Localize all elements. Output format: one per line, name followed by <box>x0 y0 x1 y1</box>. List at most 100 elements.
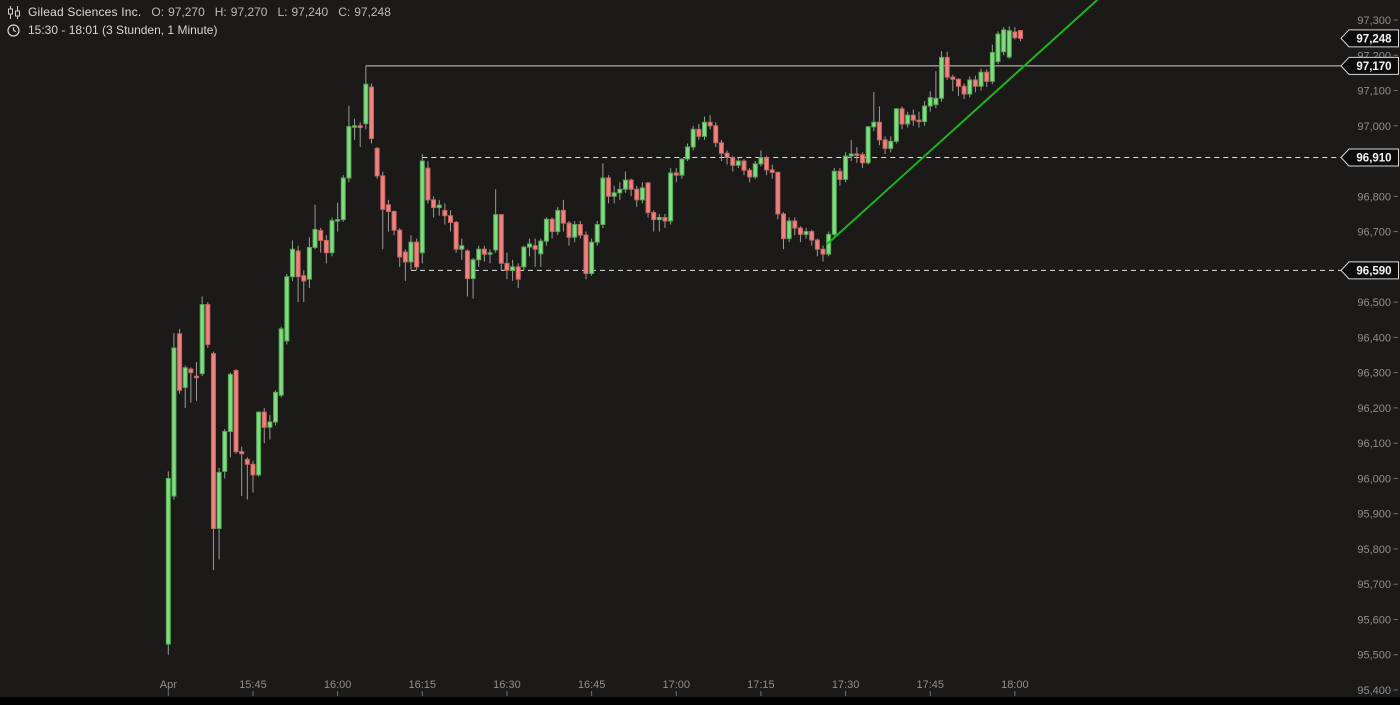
legend-symbol-row: Gilead Sciences Inc. O: 97,270 H: 97,270 L… <box>7 4 391 20</box>
open-label: O: <box>151 5 165 19</box>
candle-body <box>617 188 623 194</box>
candle-body <box>222 431 228 472</box>
candle-body <box>972 79 978 87</box>
candle-body <box>843 155 849 180</box>
candle-body <box>747 169 753 178</box>
candle-body <box>385 204 391 212</box>
candle-body <box>611 192 617 197</box>
candle-body <box>910 114 916 121</box>
candle-body <box>487 252 493 255</box>
candle-body <box>696 128 702 137</box>
candle-body <box>374 147 380 177</box>
trend-line[interactable] <box>826 0 1098 246</box>
candle-body <box>493 214 499 251</box>
price-tag-level[interactable]: 96,910 <box>1340 148 1399 167</box>
candle-body <box>188 368 194 374</box>
candle-body <box>210 353 216 529</box>
price-tag-shape <box>1340 56 1399 75</box>
candle-body <box>1018 30 1024 39</box>
legend-timeframe-row: 15:30 - 18:01 (3 Stunden, 1 Minute) <box>7 22 391 38</box>
high-value: 97,270 <box>230 5 268 19</box>
candle-body <box>273 391 279 423</box>
candle-body <box>572 224 578 238</box>
candle-body <box>645 182 651 214</box>
time-axis-label: 15:45 <box>239 679 267 691</box>
candle-body <box>651 212 657 221</box>
candle-body <box>216 471 222 529</box>
candle-body <box>301 275 307 282</box>
candle-body <box>464 250 470 279</box>
candle-body <box>284 276 290 342</box>
price-tag-value: 97,170 <box>1356 61 1391 73</box>
price-tag-level[interactable]: 97,170 <box>1340 56 1399 75</box>
candle-body <box>256 411 262 476</box>
candle-body <box>527 243 533 248</box>
candle-body <box>357 125 363 129</box>
candle-body <box>786 220 792 240</box>
candle-body <box>566 222 572 238</box>
candle-body <box>922 105 928 123</box>
candle-body <box>995 33 1001 63</box>
candle-body <box>436 204 442 209</box>
time-axis[interactable]: Apr 15:45 16:00 16:15 16:30 16:45 17:00 17:15 17… <box>160 679 1029 696</box>
candle-body <box>261 411 267 428</box>
candle-body <box>289 248 295 278</box>
candle-body <box>933 97 939 106</box>
candlestick-series[interactable] <box>165 26 1024 655</box>
candle-body <box>510 266 516 271</box>
time-axis-label: 16:00 <box>324 679 352 691</box>
candle-body <box>521 246 527 268</box>
symbol-name[interactable]: Gilead Sciences Inc. <box>28 5 142 19</box>
candle-body <box>323 239 329 254</box>
candle-body <box>306 246 312 280</box>
candle-body <box>854 153 860 156</box>
candle-body <box>690 128 696 148</box>
candle-body <box>515 266 521 280</box>
candle-body <box>882 139 888 149</box>
timeframe-label[interactable]: 15:30 - 18:01 (3 Stunden, 1 Minute) <box>28 23 218 37</box>
candle-body <box>724 152 730 159</box>
price-axis-label: 96,500 <box>1357 297 1391 309</box>
candle-body <box>780 213 786 240</box>
candle-body <box>606 177 612 197</box>
candle-body <box>639 187 645 201</box>
price-axis[interactable]: 97,30097,20097,10097,00096,90096,80096,7… <box>1357 15 1398 697</box>
price-tag-value: 96,590 <box>1356 265 1391 277</box>
candle-body <box>177 333 183 391</box>
price-tag-level[interactable]: 96,590 <box>1340 261 1399 280</box>
price-tag-value: 96,910 <box>1356 153 1391 165</box>
candle-body <box>397 229 403 258</box>
candle-body <box>955 78 961 87</box>
candle-body <box>820 248 826 255</box>
candle-body <box>871 121 877 128</box>
candle-body <box>1006 30 1012 58</box>
price-axis-label: 95,400 <box>1357 685 1391 697</box>
candle-body <box>543 218 549 242</box>
candle-body <box>634 188 640 201</box>
candle-body <box>476 248 482 261</box>
candle-body <box>831 170 837 235</box>
candle-body <box>577 224 583 236</box>
level-lines <box>365 65 1345 271</box>
candle-body <box>329 220 335 254</box>
candle-body <box>425 167 431 201</box>
candle-body <box>194 375 200 379</box>
candle-body <box>809 231 815 241</box>
price-tag-last-price[interactable]: 97,248 <box>1340 29 1399 48</box>
candle-body <box>673 172 679 176</box>
open-value: 97,270 <box>168 5 205 19</box>
close-value: 97,248 <box>354 5 391 19</box>
candle-body <box>735 160 741 166</box>
price-tags: 97,248 97,170 96,910 96,590 <box>1340 29 1399 280</box>
candle-body <box>589 241 595 275</box>
time-axis-label: 17:15 <box>747 679 775 691</box>
candle-body <box>656 216 662 221</box>
timeline-scrollbar[interactable] <box>0 697 1400 705</box>
candle-body <box>1001 29 1007 53</box>
candle-body <box>414 241 420 268</box>
candle-body <box>758 157 764 165</box>
candle-body <box>685 146 691 160</box>
price-tag-shape <box>1340 261 1399 280</box>
ohlc-values: O: 97,270 H: 97,270 L: 97,240 C: 97,248 <box>151 5 391 19</box>
